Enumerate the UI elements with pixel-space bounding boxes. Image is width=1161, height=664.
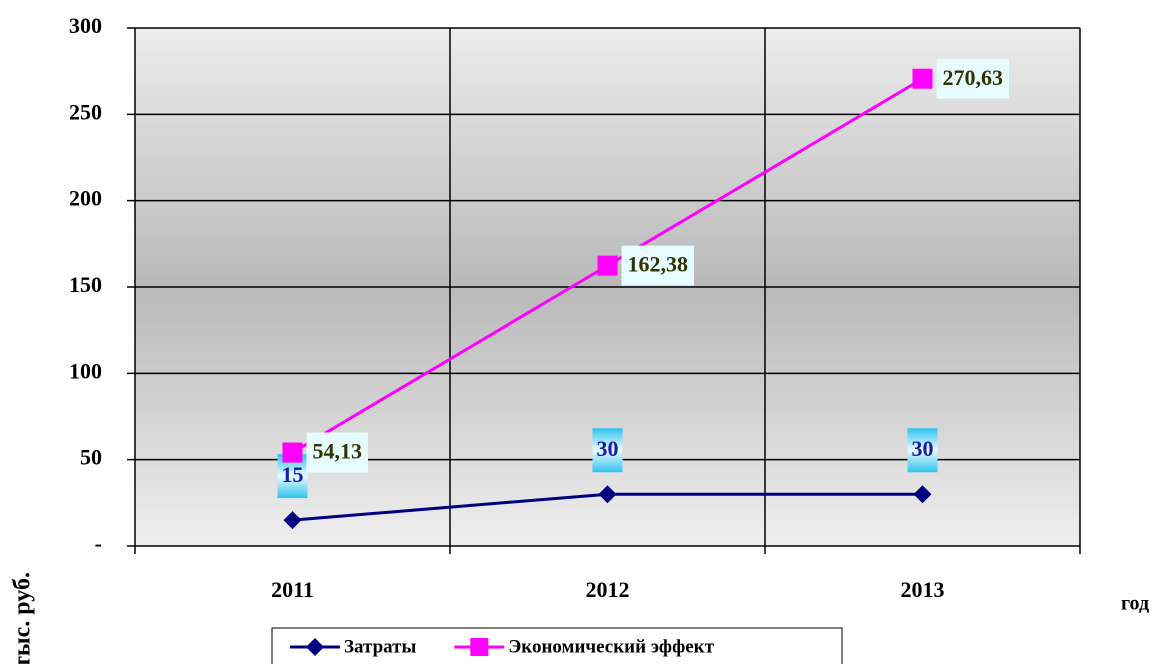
data-label-box	[592, 428, 623, 473]
x-tick-label: 2012	[586, 577, 630, 602]
x-tick-label: 2013	[901, 577, 945, 602]
marker	[913, 485, 932, 504]
data-label-box	[936, 58, 1009, 99]
x-tick-label: 2011	[271, 577, 314, 602]
data-label-box	[621, 245, 694, 286]
y-tick-label: 250	[69, 99, 102, 124]
data-label: 54,13	[306, 432, 368, 473]
marker	[597, 255, 618, 276]
legend-marker	[306, 638, 324, 656]
data-label-box	[306, 432, 368, 473]
data-label: 270,63	[936, 58, 1009, 99]
data-label: 30	[592, 428, 623, 473]
y-tick-label: 50	[80, 445, 102, 470]
data-label-text: 15	[282, 462, 304, 487]
legend-marker	[470, 638, 489, 656]
data-label-box	[907, 428, 938, 473]
legend-label: Экономический эффект	[508, 636, 714, 657]
data-label-text: 54,13	[313, 439, 363, 464]
x-axis-label: год	[1121, 593, 1149, 615]
y-tick-label: 200	[69, 186, 102, 211]
legend-label: Затраты	[344, 636, 417, 657]
category-grid	[134, 28, 1081, 554]
y-tick-label: 100	[69, 358, 102, 383]
data-label: 162,38	[621, 245, 694, 286]
marker	[598, 485, 617, 504]
y-tick-label: -	[95, 531, 102, 556]
y-tick-label: 300	[69, 13, 102, 38]
legend	[271, 627, 843, 664]
marker	[283, 511, 302, 530]
y-axis-label: тыс. руб.	[10, 572, 36, 664]
data-label-text: 162,38	[628, 252, 689, 277]
data-label: 30	[907, 428, 938, 473]
marker	[912, 68, 933, 89]
data-label-text: 30	[597, 436, 619, 461]
marker	[282, 442, 303, 463]
data-label-text: 30	[912, 436, 934, 461]
y-tick-label: 150	[69, 272, 102, 297]
data-label-text: 270,63	[943, 65, 1004, 90]
